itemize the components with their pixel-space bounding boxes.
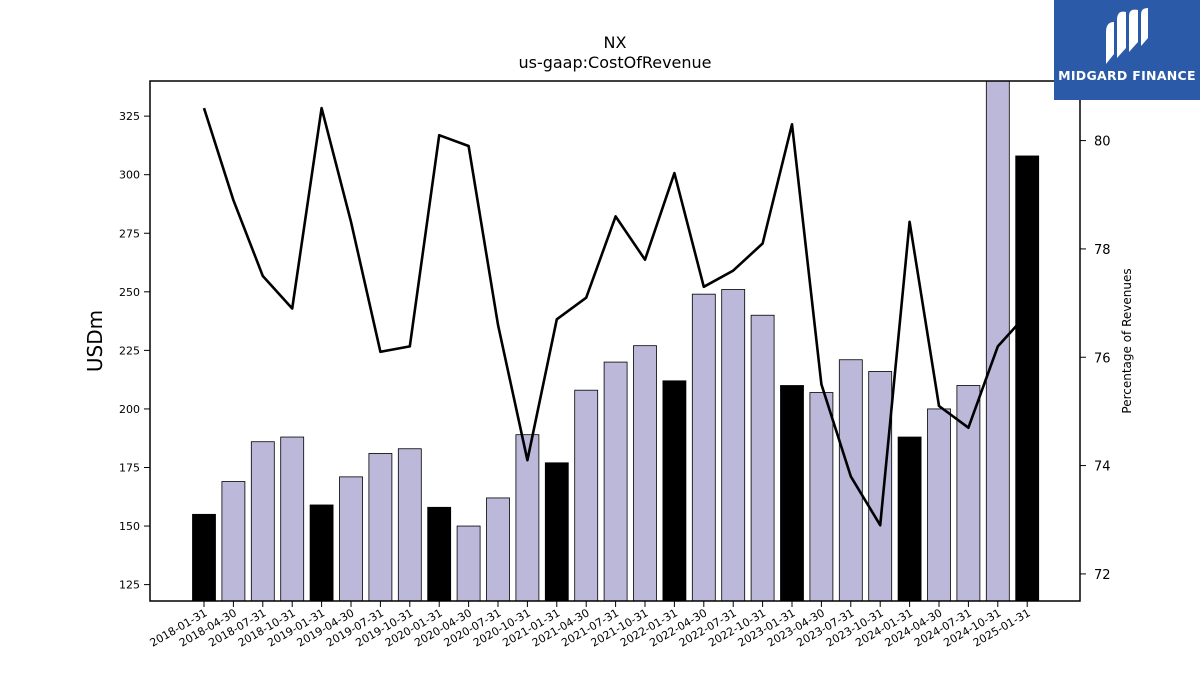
left-axis: 125 150 175 200 225 250 275 300 325 <box>119 110 150 592</box>
bar-2019-04-30 <box>339 476 363 602</box>
bar-2024-10-31 <box>985 80 1010 602</box>
chart-subtitle: us-gaap:CostOfRevenue <box>518 53 711 72</box>
bar-2020-04-30 <box>456 525 481 602</box>
y-axis-label: USDm <box>83 310 107 372</box>
bar-2019-07-31 <box>368 453 393 602</box>
bar-2023-10-31 <box>868 371 893 602</box>
brand-logo: MIDGARD FINANCE <box>1054 0 1200 100</box>
bar-2023-04-30 <box>809 392 834 602</box>
y-tick-label-125: 125 <box>119 579 140 592</box>
chart-title: NX <box>604 33 627 52</box>
x-axis: 2018-01-312018-04-302018-07-312018-10-31… <box>148 601 1033 650</box>
bar-2025-01-31 <box>1015 155 1040 602</box>
bar-2020-07-31 <box>486 497 510 602</box>
bar-2022-07-31 <box>721 289 746 602</box>
bar-2021-10-31 <box>633 345 657 602</box>
bar-2024-04-30 <box>927 408 951 602</box>
bar-2018-10-31 <box>280 436 305 602</box>
brand-name: MIDGARD FINANCE <box>1058 68 1196 83</box>
y-tick-label-200: 200 <box>119 403 140 416</box>
bar-2024-01-31 <box>897 436 922 602</box>
y-tick-label-175: 175 <box>119 461 140 474</box>
y-tick-label-275: 275 <box>119 227 140 240</box>
bar-2019-01-31 <box>309 504 334 602</box>
right-axis: 72 74 76 78 80 <box>1080 135 1111 583</box>
bar-2018-04-30 <box>221 481 246 602</box>
bar-2018-07-31 <box>250 441 275 602</box>
y2-axis-label: Percentage of Revenues <box>1120 268 1134 413</box>
midgard-logo-icon <box>1106 8 1148 64</box>
bar-2019-10-31 <box>397 448 422 602</box>
y-tick-label-225: 225 <box>119 344 140 357</box>
bar-2021-07-31 <box>603 361 628 602</box>
y2-tick-label-74: 74 <box>1094 460 1111 475</box>
y-tick-label-250: 250 <box>119 286 140 299</box>
y2-tick-label-80: 80 <box>1094 135 1111 150</box>
y-tick-label-300: 300 <box>119 169 140 182</box>
bar-2022-04-30 <box>691 293 716 602</box>
y2-tick-label-76: 76 <box>1094 351 1111 366</box>
y-tick-label-325: 325 <box>119 110 140 123</box>
bar-2021-04-30 <box>574 389 599 602</box>
plot-frame <box>149 80 1081 602</box>
bar-2022-01-31 <box>662 380 687 602</box>
bar-2021-01-31 <box>544 462 569 602</box>
bar-2023-07-31 <box>838 359 863 602</box>
bars-group <box>192 80 1040 602</box>
y2-tick-label-78: 78 <box>1094 243 1111 258</box>
line-group <box>202 106 1029 527</box>
bar-2020-01-31 <box>427 506 452 602</box>
bar-2018-01-31 <box>192 513 216 602</box>
y-tick-label-150: 150 <box>119 520 140 533</box>
bar-2023-01-31 <box>780 385 804 602</box>
bar-2024-07-31 <box>956 385 981 602</box>
bar-2022-10-31 <box>750 314 775 602</box>
y2-tick-label-72: 72 <box>1094 568 1111 583</box>
